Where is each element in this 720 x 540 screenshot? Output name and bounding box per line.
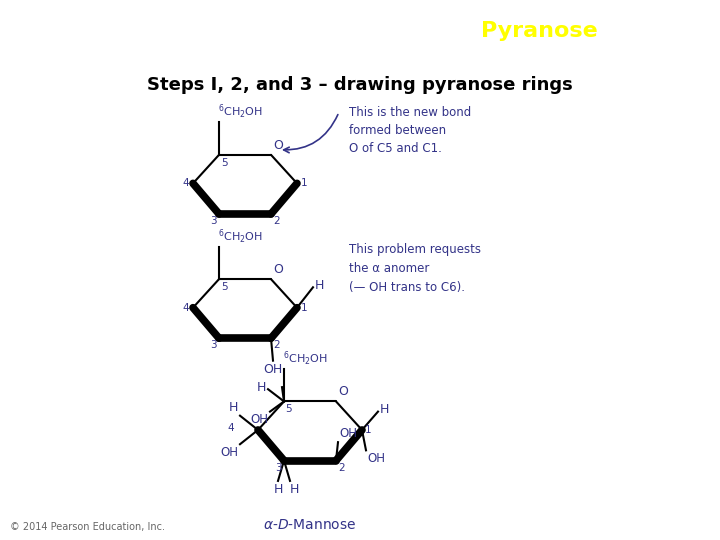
Text: Pyranose: Pyranose xyxy=(481,21,598,41)
Text: 4: 4 xyxy=(182,303,189,313)
Text: © 2014 Pearson Education, Inc.: © 2014 Pearson Education, Inc. xyxy=(10,522,165,532)
Text: H: H xyxy=(315,279,325,292)
Text: Steps I, 2, and 3 – drawing pyranose rings: Steps I, 2, and 3 – drawing pyranose rin… xyxy=(147,76,573,94)
Text: This is the new bond
formed between
O of C5 and C1.: This is the new bond formed between O of… xyxy=(349,106,472,155)
Text: O: O xyxy=(273,263,283,276)
Text: $\alpha$-$\it{D}$-Mannose: $\alpha$-$\it{D}$-Mannose xyxy=(264,518,356,532)
Text: H: H xyxy=(274,483,283,496)
Text: 4: 4 xyxy=(182,178,189,188)
Text: $^6$CH$_2$OH: $^6$CH$_2$OH xyxy=(218,227,263,246)
Text: This problem requests
the α anomer
(— OH trans to C6).: This problem requests the α anomer (— OH… xyxy=(349,244,481,294)
Text: 1: 1 xyxy=(301,303,307,313)
Text: 4: 4 xyxy=(228,423,234,433)
Text: $^6$CH$_2$OH: $^6$CH$_2$OH xyxy=(218,103,263,121)
FancyArrowPatch shape xyxy=(284,114,338,153)
Text: 3: 3 xyxy=(210,340,217,350)
Text: H: H xyxy=(380,403,390,416)
Text: 2: 2 xyxy=(273,216,279,226)
Text: 1: 1 xyxy=(301,178,307,188)
Text: 3: 3 xyxy=(210,216,217,226)
Text: 5: 5 xyxy=(285,404,292,415)
Text: $^6$CH$_2$OH: $^6$CH$_2$OH xyxy=(283,349,328,368)
Text: 5: 5 xyxy=(221,158,228,168)
Text: O: O xyxy=(273,139,283,152)
Text: 2: 2 xyxy=(338,463,345,472)
Text: OH: OH xyxy=(250,413,268,426)
Text: 6.4 Reactions of Monosaccharides:: 6.4 Reactions of Monosaccharides: xyxy=(13,21,457,41)
Text: 2: 2 xyxy=(273,340,279,350)
Text: H: H xyxy=(289,483,299,496)
Text: OH: OH xyxy=(339,427,357,440)
Text: O: O xyxy=(338,386,348,399)
Text: 3: 3 xyxy=(275,463,282,472)
Text: OH: OH xyxy=(220,446,238,459)
Text: OH: OH xyxy=(367,453,385,465)
Text: H: H xyxy=(229,401,238,414)
Text: OH: OH xyxy=(264,363,283,376)
Text: 5: 5 xyxy=(221,282,228,292)
Text: H: H xyxy=(256,381,266,394)
Text: 1: 1 xyxy=(365,425,372,435)
